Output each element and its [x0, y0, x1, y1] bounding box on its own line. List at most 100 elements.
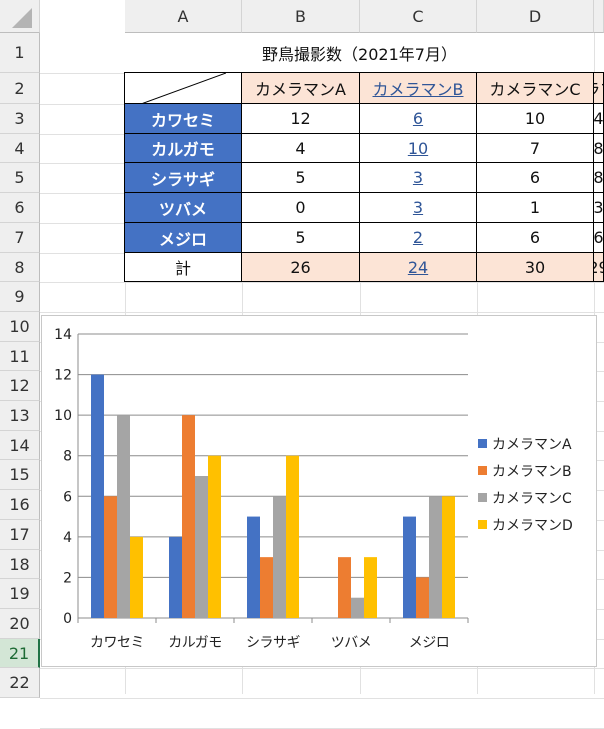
- row-header-12[interactable]: 12: [0, 371, 40, 401]
- bar-カメラマンD-カルガモ: [208, 455, 221, 618]
- x-tick-label: ツバメ: [331, 635, 372, 651]
- column-header-B[interactable]: B: [242, 0, 360, 33]
- legend-label: カメラマンC: [492, 491, 572, 507]
- count-cell: 3: [593, 192, 604, 223]
- column-header-blank: [594, 0, 604, 33]
- diagonal-header-cell: [124, 72, 242, 104]
- bar-カメラマンB-シラサギ: [260, 557, 273, 618]
- row-header-10[interactable]: 10: [0, 312, 40, 342]
- count-cell: 0: [241, 192, 360, 223]
- y-tick-label: 4: [63, 530, 72, 546]
- bar-カメラマンA-カルガモ: [169, 536, 182, 618]
- row-header-8[interactable]: 8: [0, 253, 40, 282]
- x-tick-label: カルガモ: [168, 635, 222, 651]
- legend-swatch: [478, 439, 487, 448]
- row-header-21[interactable]: 21: [0, 639, 40, 668]
- y-tick-label: 0: [63, 611, 72, 627]
- count-cell: 6: [476, 222, 594, 253]
- legend-swatch: [478, 493, 487, 502]
- count-cell[interactable]: 10: [359, 133, 477, 163]
- bar-カメラマンA-メジロ: [403, 516, 416, 618]
- column-header-A[interactable]: A: [125, 0, 242, 33]
- total-cell[interactable]: 24: [359, 252, 477, 282]
- total-cell: 30: [476, 252, 594, 282]
- camera-header-0: カメラマンA: [241, 72, 360, 104]
- gridline: [40, 282, 604, 283]
- bar-カメラマンD-メジロ: [442, 496, 455, 618]
- bar-カメラマンC-カワセミ: [117, 415, 130, 618]
- bar-カメラマンB-ツバメ: [338, 557, 351, 618]
- count-cell[interactable]: 6: [359, 103, 477, 134]
- y-tick-label: 8: [63, 449, 72, 465]
- y-tick-label: 6: [63, 489, 72, 505]
- column-header-C[interactable]: C: [360, 0, 477, 33]
- row-header-15[interactable]: 15: [0, 460, 40, 490]
- row-header-14[interactable]: 14: [0, 431, 40, 460]
- row-header-7[interactable]: 7: [0, 223, 40, 253]
- bar-カメラマンB-カワセミ: [104, 496, 117, 618]
- x-tick-label: シラサギ: [246, 635, 300, 651]
- count-cell: 4: [241, 133, 360, 163]
- row-header-3[interactable]: 3: [0, 104, 40, 134]
- legend-swatch: [478, 520, 487, 529]
- count-cell[interactable]: 3: [359, 162, 477, 193]
- count-cell: 1: [476, 192, 594, 223]
- x-tick-label: カワセミ: [90, 635, 144, 651]
- x-tick-label: メジロ: [409, 635, 450, 651]
- diagonal-line: [140, 73, 226, 103]
- legend-label: カメラマンD: [492, 518, 573, 534]
- select-all-triangle-icon: [12, 8, 32, 28]
- row-header-17[interactable]: 17: [0, 520, 40, 550]
- bar-カメラマンC-カルガモ: [195, 476, 208, 618]
- gridline: [40, 312, 604, 313]
- count-cell: 12: [241, 103, 360, 134]
- row-header-5[interactable]: 5: [0, 163, 40, 193]
- legend-label: カメラマンA: [492, 437, 572, 453]
- count-cell: 10: [476, 103, 594, 134]
- row-header-4[interactable]: 4: [0, 134, 40, 163]
- count-cell[interactable]: 3: [359, 192, 477, 223]
- bar-カメラマンC-メジロ: [429, 496, 442, 618]
- bar-カメラマンB-メジロ: [416, 577, 429, 618]
- count-cell: 6: [476, 162, 594, 193]
- count-cell: 5: [241, 222, 360, 253]
- column-header-D[interactable]: D: [477, 0, 594, 33]
- row-header-11[interactable]: 11: [0, 342, 40, 371]
- row-header-9[interactable]: 9: [0, 282, 40, 312]
- row-header-1[interactable]: 1: [0, 33, 40, 73]
- gridline: [40, 698, 604, 699]
- total-label: 計: [124, 252, 242, 282]
- row-header-13[interactable]: 13: [0, 401, 40, 431]
- count-cell[interactable]: 2: [359, 222, 477, 253]
- count-cell: 7: [476, 133, 594, 163]
- count-cell: 6: [593, 222, 604, 253]
- camera-header-1[interactable]: カメラマンB: [359, 72, 477, 104]
- bar-カメラマンA-カワセミ: [91, 374, 104, 618]
- count-cell: 8: [593, 133, 604, 163]
- y-tick-label: 2: [63, 570, 72, 586]
- bar-カメラマンD-カワセミ: [130, 536, 143, 618]
- bar-カメラマンA-シラサギ: [247, 516, 260, 618]
- row-header-16[interactable]: 16: [0, 490, 40, 520]
- row-header-6[interactable]: 6: [0, 193, 40, 223]
- total-cell: 26: [241, 252, 360, 282]
- total-cell: 29: [593, 252, 604, 282]
- row-header-20[interactable]: 20: [0, 609, 40, 639]
- bar-カメラマンD-シラサギ: [286, 455, 299, 618]
- y-tick-label: 14: [54, 327, 72, 343]
- bird-name: カルガモ: [124, 133, 242, 163]
- row-header-19[interactable]: 19: [0, 579, 40, 609]
- camera-header-2: カメラマンC: [476, 72, 594, 104]
- bird-name: メジロ: [124, 222, 242, 253]
- count-cell: 8: [593, 162, 604, 193]
- bird-name: シラサギ: [124, 162, 242, 193]
- row-header-18[interactable]: 18: [0, 550, 40, 579]
- select-all-corner[interactable]: [0, 0, 40, 33]
- bar-カメラマンB-カルガモ: [182, 415, 195, 618]
- bird-name: ツバメ: [124, 192, 242, 223]
- row-header-2[interactable]: 2: [0, 73, 40, 104]
- bar-chart[interactable]: 0 2 4 6 8 10 12 14 カワセミ カルガモ シラサギ ツバメ メジロ カメラマンA カメラマン…: [41, 315, 597, 667]
- legend-label: カメラマンB: [492, 464, 572, 480]
- camera-header-3: カメラマンD: [593, 72, 604, 104]
- bird-name: カワセミ: [124, 103, 242, 134]
